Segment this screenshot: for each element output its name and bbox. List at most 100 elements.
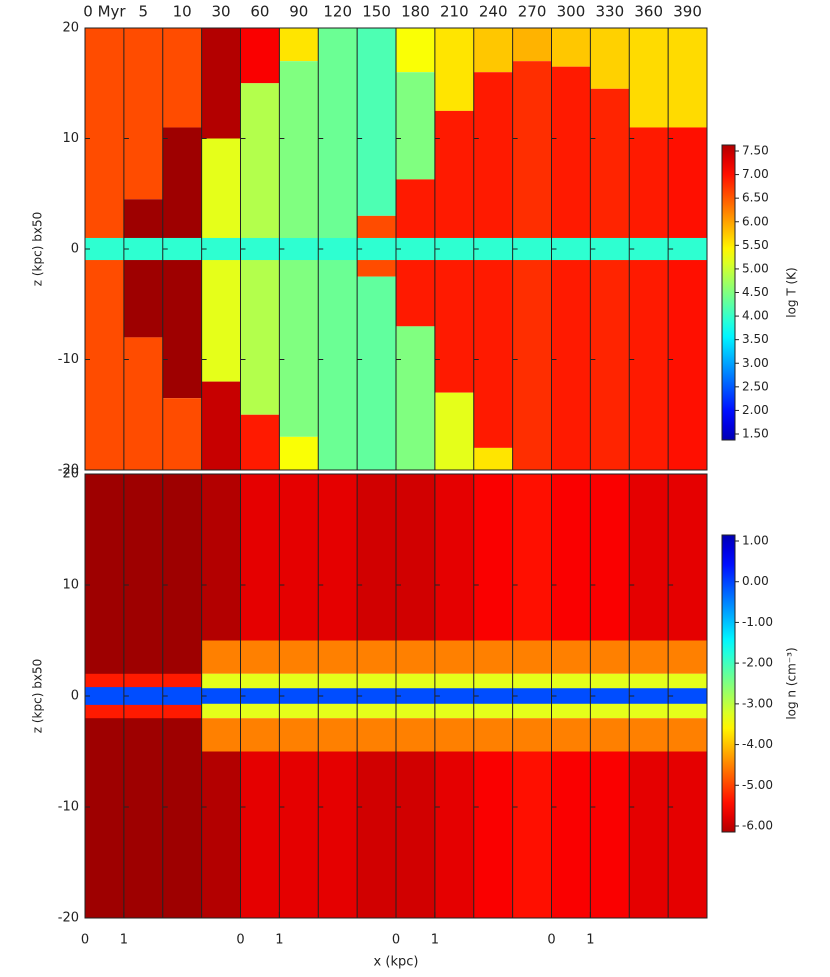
map-region [668, 718, 707, 752]
map-region [240, 718, 280, 752]
map-region [629, 751, 669, 918]
map-region [162, 687, 202, 705]
map-region [357, 718, 396, 752]
map-region [396, 640, 435, 674]
map-region [201, 381, 241, 470]
time-label: 10 [173, 3, 192, 21]
colorbar-tick-label: 1.00 [742, 534, 769, 548]
time-label: 5 [139, 3, 149, 21]
colorbar-tick-label: 1.50 [742, 427, 769, 441]
map-region [162, 398, 202, 470]
map-region [512, 640, 552, 674]
time-label: 240 [479, 3, 508, 21]
map-region [123, 337, 163, 470]
map-region [396, 718, 435, 752]
colorbar-tick-label: -3.00 [742, 696, 773, 710]
map-region [396, 28, 435, 73]
map-region [590, 474, 630, 641]
map-region [473, 237, 513, 261]
x-tick-label: 1 [275, 933, 283, 948]
y-tick-label: 20 [62, 21, 79, 36]
time-label: 270 [518, 3, 547, 21]
map-region [240, 237, 280, 261]
map-region [512, 688, 552, 704]
colorbar-tick-label: -1.00 [742, 615, 773, 629]
y-tick-label: 10 [62, 578, 79, 593]
map-region [279, 474, 319, 641]
map-region [629, 474, 669, 641]
map-region [123, 237, 163, 261]
map-region [668, 751, 707, 918]
map-region [590, 640, 630, 674]
map-region [590, 28, 630, 89]
y-tick-label: 0 [71, 689, 79, 704]
y-tick-label: 20 [62, 467, 79, 482]
map-region [512, 718, 552, 752]
x-tick-label: 1 [431, 933, 439, 948]
map-region [629, 640, 669, 674]
time-label: 0 Myr [83, 3, 126, 21]
map-region [201, 28, 241, 139]
map-region [434, 392, 474, 470]
map-region [473, 28, 513, 73]
y-axis-label: z (kpc) bx50 [31, 659, 45, 733]
map-region [201, 237, 241, 261]
map-region [396, 326, 435, 470]
colorbar-tick-label: 2.50 [742, 379, 769, 393]
colorbar-tick-label: -5.00 [742, 778, 773, 792]
map-region [473, 751, 513, 918]
map-region [473, 688, 513, 704]
time-label: 360 [634, 3, 663, 21]
map-region [201, 640, 241, 674]
map-region [668, 640, 707, 674]
time-label: 60 [250, 3, 269, 21]
map-region [512, 474, 552, 641]
map-region [318, 640, 358, 674]
map-region [279, 688, 319, 704]
x-tick-label: 0 [547, 933, 555, 948]
map-region [551, 474, 591, 641]
map-region [512, 751, 552, 918]
map-region [240, 640, 280, 674]
y-tick-label: -20 [58, 911, 79, 926]
map-region [590, 751, 630, 918]
time-label: 210 [440, 3, 469, 21]
map-region [123, 199, 163, 338]
panel-frame [84, 27, 708, 471]
map-region [590, 237, 630, 261]
map-region [240, 414, 280, 470]
map-region [162, 237, 202, 261]
map-region [629, 28, 669, 128]
map-region [590, 718, 630, 752]
map-region [201, 474, 241, 641]
map-region [434, 474, 474, 641]
map-region [357, 474, 396, 641]
colorbar-tick-label: 3.00 [742, 356, 769, 370]
colorbar-tick-label: 2.00 [742, 403, 769, 417]
map-region [162, 127, 202, 399]
map-region [629, 688, 669, 704]
map-region [668, 688, 707, 704]
map-region [85, 237, 124, 261]
map-region [590, 688, 630, 704]
map-region [201, 751, 241, 918]
map-region [434, 688, 474, 704]
map-region [551, 28, 591, 67]
x-tick-label: 0 [392, 933, 400, 948]
colorbar-tick-label: -6.00 [742, 819, 773, 833]
colorbar-tick-label: 3.50 [742, 332, 769, 346]
colorbar-tick-label: -2.00 [742, 656, 773, 670]
map-region [551, 640, 591, 674]
map-region [551, 237, 591, 261]
map-region [357, 688, 396, 704]
x-axis-label: x (kpc) [374, 955, 419, 970]
y-tick-label: -10 [58, 800, 79, 815]
map-region [434, 751, 474, 918]
map-region [629, 237, 669, 261]
map-region [551, 66, 591, 471]
map-region [279, 237, 319, 261]
colorbar-tick-label: 7.00 [742, 167, 769, 181]
map-region [590, 88, 630, 471]
map-region [240, 688, 280, 704]
colorbar-tick-label: 7.50 [742, 144, 769, 158]
